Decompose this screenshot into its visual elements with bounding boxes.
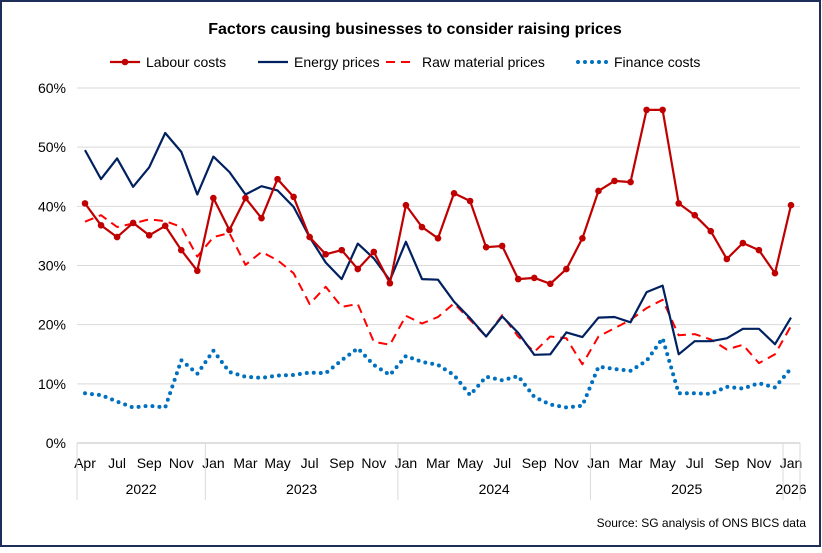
y-axis-ticks: 0% 10% 20% 30% 40% 50% 60% xyxy=(38,80,66,451)
x-tick-label: Sep xyxy=(329,455,354,471)
series-line-raw-material-prices xyxy=(84,214,792,366)
data-point-marker xyxy=(530,274,538,282)
x-tick-label: Mar xyxy=(426,455,450,471)
x-tick-label: Jul xyxy=(493,455,511,471)
data-point-marker xyxy=(595,187,602,195)
x-tick-label: Jul xyxy=(686,455,704,471)
x-year-label: 2025 xyxy=(671,481,702,497)
x-tick-label: Jan xyxy=(202,455,225,471)
data-point-marker xyxy=(210,194,217,202)
data-point-marker xyxy=(482,243,490,251)
x-tick-label: Nov xyxy=(169,455,194,471)
data-point-marker xyxy=(675,200,682,207)
data-point-marker xyxy=(354,265,362,273)
x-tick-label: Nov xyxy=(361,455,386,471)
data-point-marker xyxy=(627,178,634,186)
series-lines xyxy=(81,106,795,410)
data-point-marker xyxy=(290,193,297,201)
x-tick-label: May xyxy=(264,455,290,471)
data-point-marker xyxy=(547,280,554,288)
data-point-marker xyxy=(370,248,378,256)
x-tick-label: Jan xyxy=(395,455,418,471)
data-point-marker xyxy=(113,233,121,241)
x-tick-label: Jan xyxy=(587,455,610,471)
data-point-marker xyxy=(306,233,313,241)
data-point-marker xyxy=(659,106,666,114)
data-point-marker xyxy=(691,211,699,219)
data-point-marker xyxy=(707,227,715,235)
legend-label: Raw material prices xyxy=(422,54,545,70)
y-tick-label: 0% xyxy=(46,435,66,451)
data-point-marker xyxy=(81,200,89,207)
data-point-marker xyxy=(611,177,618,185)
data-point-marker xyxy=(723,255,731,263)
data-point-marker xyxy=(755,246,763,254)
x-tick-label: Nov xyxy=(554,455,579,471)
source-note: Source: SG analysis of ONS BICS data xyxy=(597,516,807,530)
data-point-marker xyxy=(194,267,201,275)
data-point-marker xyxy=(242,194,249,202)
y-tick-label: 40% xyxy=(38,198,66,214)
x-year-label: 2022 xyxy=(126,481,157,497)
legend-label: Finance costs xyxy=(614,54,700,70)
data-point-marker xyxy=(161,222,169,230)
x-year-label: 2024 xyxy=(479,481,510,497)
data-point-marker xyxy=(402,201,410,209)
x-tick-label: Sep xyxy=(137,455,162,471)
legend: Labour costs Energy prices Raw material pr… xyxy=(110,54,700,70)
data-point-marker xyxy=(97,221,105,229)
data-point-marker xyxy=(258,214,265,222)
data-point-marker xyxy=(514,275,522,283)
data-point-marker xyxy=(177,246,185,254)
x-tick-label: Jan xyxy=(780,455,803,471)
x-tick-label: Jul xyxy=(108,455,126,471)
x-tick-label: Nov xyxy=(746,455,771,471)
data-point-marker xyxy=(226,226,233,234)
data-point-marker xyxy=(579,234,586,242)
y-tick-label: 30% xyxy=(38,258,66,274)
series-line-energy-prices xyxy=(84,131,792,356)
x-tick-label: May xyxy=(457,455,483,471)
data-point-marker xyxy=(466,197,474,205)
legend-marker xyxy=(121,58,129,66)
data-point-marker xyxy=(129,219,137,227)
data-point-marker xyxy=(418,223,426,231)
data-point-marker xyxy=(498,242,506,250)
legend-label: Energy prices xyxy=(294,54,380,70)
legend-label: Labour costs xyxy=(146,54,226,70)
y-tick-label: 10% xyxy=(38,376,66,392)
data-point-marker xyxy=(771,269,779,277)
data-point-marker xyxy=(322,250,329,258)
gridlines xyxy=(77,87,800,444)
data-point-marker xyxy=(643,106,650,114)
data-point-marker xyxy=(450,190,458,197)
data-point-marker xyxy=(787,201,795,209)
x-tick-label: Sep xyxy=(714,455,739,471)
data-point-marker xyxy=(563,265,570,273)
x-tick-label: May xyxy=(649,455,675,471)
y-tick-label: 60% xyxy=(38,80,66,96)
series-line-finance-costs xyxy=(83,336,793,410)
data-point-marker xyxy=(739,239,747,247)
x-year-label: 2026 xyxy=(775,481,806,497)
data-point-marker xyxy=(338,246,346,254)
data-point-marker xyxy=(386,279,394,287)
chart-title: Factors causing businesses to consider r… xyxy=(208,21,622,38)
x-tick-label: Mar xyxy=(233,455,257,471)
x-tick-label: Sep xyxy=(522,455,547,471)
x-tick-label: Mar xyxy=(618,455,642,471)
x-tick-label: Jul xyxy=(301,455,319,471)
x-tick-label: Apr xyxy=(74,455,96,471)
y-tick-label: 50% xyxy=(38,139,66,155)
data-point-marker xyxy=(274,175,281,183)
data-point-marker xyxy=(434,234,442,242)
x-year-label: 2023 xyxy=(286,481,317,497)
x-axis: Apr Jul Sep Nov Jan Mar May Jul Sep Nov Jan Mar May J… xyxy=(74,443,807,500)
y-tick-label: 20% xyxy=(38,317,66,333)
data-point-marker xyxy=(145,232,153,239)
